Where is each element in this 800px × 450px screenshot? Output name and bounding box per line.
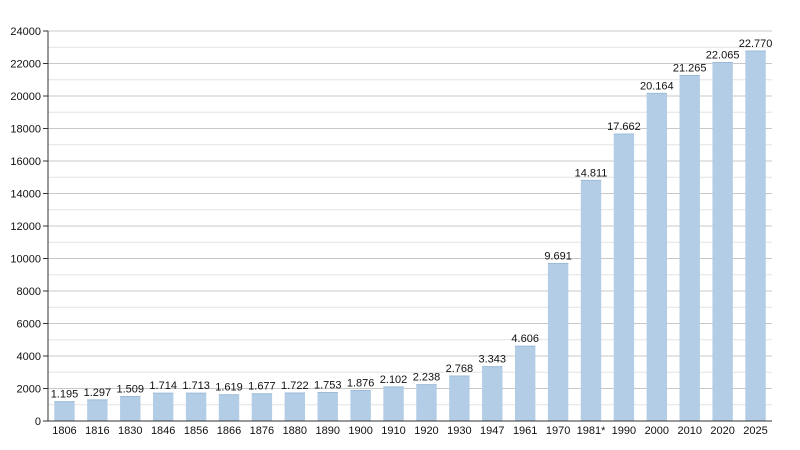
y-tick-label: 16000 — [10, 156, 41, 168]
bar — [745, 50, 766, 422]
bar — [580, 180, 602, 421]
data-labels: 1.195 1.297 1.509 1.714 1.713 1.619 1.677 1.722… — [51, 38, 773, 401]
bar — [120, 396, 141, 421]
data-label: 9.691 — [544, 251, 572, 263]
y-tick-label: 18000 — [10, 124, 41, 136]
x-tick-label: 1981* — [577, 425, 606, 437]
bar — [251, 393, 273, 421]
data-label: 1.876 — [347, 378, 375, 390]
data-label: 1.619 — [215, 382, 243, 394]
bar — [613, 133, 635, 421]
bar — [317, 392, 338, 421]
x-tick-label: 1806 — [52, 425, 76, 437]
x-tick-label: 1846 — [151, 425, 175, 437]
data-label: 2.238 — [413, 372, 441, 384]
bar — [679, 75, 700, 421]
x-tick-label: 1930 — [447, 425, 471, 437]
bar — [350, 390, 371, 421]
x-tick-label: 1961 — [513, 425, 537, 437]
x-tick-label: 1880 — [283, 425, 307, 437]
x-tick-label: 1890 — [315, 425, 339, 437]
bar — [383, 386, 404, 421]
bar — [185, 393, 207, 421]
data-label: 2.102 — [380, 374, 408, 386]
y-tick-label: 14000 — [10, 189, 41, 201]
y-tick-label: 10000 — [10, 254, 41, 266]
x-tick-label: 1910 — [381, 425, 405, 437]
data-label: 1.195 — [51, 389, 79, 401]
bar — [87, 399, 108, 421]
data-label: 1.677 — [248, 381, 276, 393]
data-label: 4.606 — [511, 333, 539, 345]
y-tick-label: 20000 — [10, 91, 41, 103]
x-tick-label: 2010 — [677, 425, 701, 437]
x-tick-label: 1920 — [414, 425, 438, 437]
bar — [482, 366, 503, 421]
x-tick-label: 1947 — [480, 425, 504, 437]
bar — [646, 93, 668, 422]
data-label: 2.768 — [446, 363, 474, 375]
bars — [54, 50, 766, 422]
y-tick-label: 0 — [35, 416, 41, 428]
data-label: 20.164 — [640, 80, 674, 92]
bar — [218, 394, 240, 421]
axes: 0 2000 4000 6000 8000 10000 12000 14000 16000 180… — [10, 26, 772, 437]
bar — [514, 346, 536, 421]
x-tick-label: 1900 — [348, 425, 372, 437]
data-label: 1.509 — [117, 383, 145, 395]
x-tick-label: 1866 — [217, 425, 241, 437]
x-tick-label: 2020 — [710, 425, 734, 437]
y-tick-label: 2000 — [17, 384, 41, 396]
x-tick-label: 1816 — [85, 425, 109, 437]
y-tick-label: 6000 — [17, 319, 41, 331]
data-label: 14.811 — [575, 167, 608, 179]
bar — [152, 393, 174, 421]
bar — [449, 376, 470, 421]
x-tick-label: 1876 — [250, 425, 274, 437]
bar — [54, 401, 75, 421]
data-label: 1.753 — [314, 380, 342, 392]
x-tick-label: 1830 — [118, 425, 142, 437]
x-tick-label: 2000 — [645, 425, 669, 437]
data-label: 1.297 — [84, 387, 112, 399]
bar — [284, 393, 306, 421]
y-tick-label: 8000 — [17, 286, 41, 298]
y-tick-label: 24000 — [10, 26, 41, 38]
data-label: 1.714 — [149, 380, 177, 392]
bar — [712, 62, 733, 421]
y-tick-label: 22000 — [10, 59, 41, 71]
data-label: 1.722 — [281, 380, 309, 392]
y-tick-label: 4000 — [17, 351, 41, 363]
y-tick-label: 12000 — [10, 221, 41, 233]
x-tick-label: 1856 — [184, 425, 208, 437]
data-label: 1.713 — [182, 380, 210, 392]
data-label: 21.265 — [673, 62, 707, 74]
data-label: 22.770 — [739, 38, 773, 50]
data-label: 3.343 — [479, 354, 507, 366]
data-label: 17.662 — [607, 121, 641, 133]
bar — [547, 263, 569, 421]
data-label: 22.065 — [706, 49, 740, 61]
x-tick-label: 1990 — [612, 425, 636, 437]
bar — [416, 384, 437, 421]
x-tick-label: 2025 — [743, 425, 767, 437]
x-tick-label: 1970 — [546, 425, 570, 437]
